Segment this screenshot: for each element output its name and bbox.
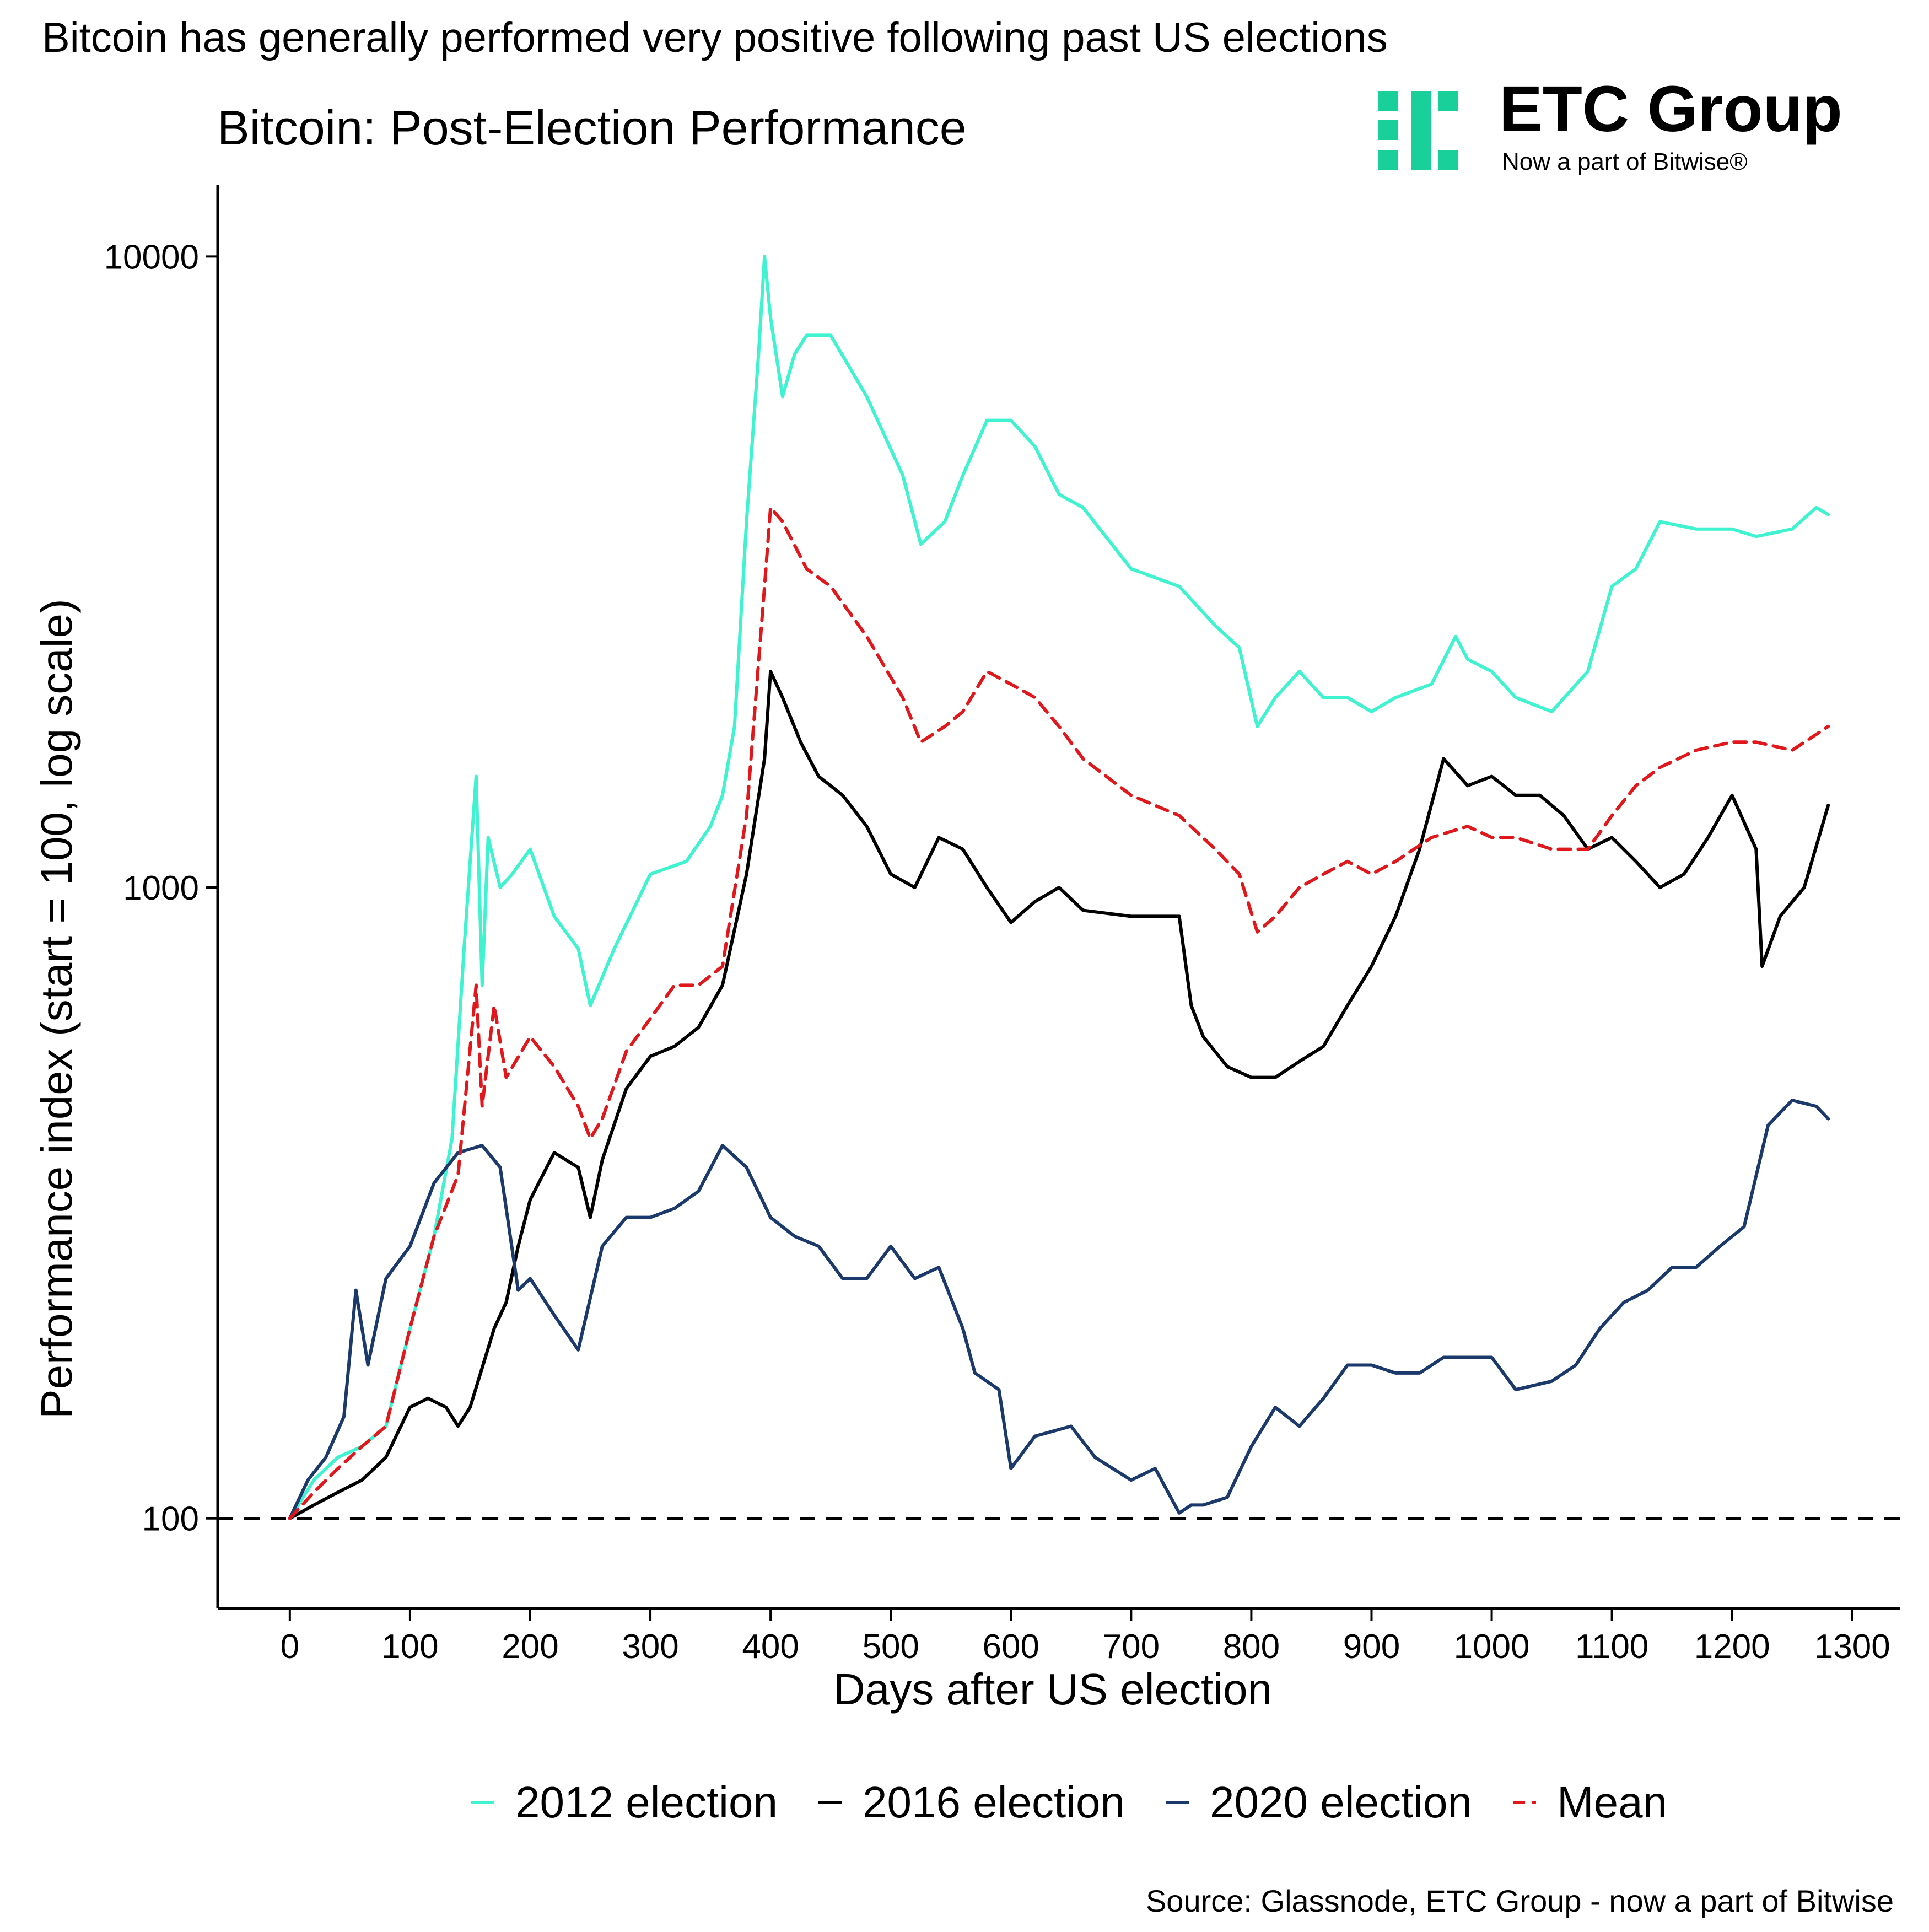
x-tick-label: 300 <box>622 1628 678 1666</box>
series-line-2020-election <box>288 1099 1830 1520</box>
x-tick-label: 400 <box>742 1628 799 1666</box>
legend-label-2020-election: 2020 election <box>1210 1778 1472 1827</box>
logo-tagline: Now a part of Bitwise® <box>1502 148 1748 175</box>
x-tick-label: 900 <box>1343 1628 1400 1666</box>
legend-label-2012-election: 2012 election <box>515 1778 778 1827</box>
series-line-mean <box>288 505 1830 1520</box>
x-ticks-group: 0 100 200 300 400 500 600 700 800 900 1000 1100 1200… <box>281 1608 1890 1666</box>
logo-name: ETC Group <box>1499 73 1842 146</box>
y-axis-label: Performance index (start = 100, log scal… <box>32 599 81 1418</box>
x-tick-label: 500 <box>862 1628 919 1666</box>
x-tick-label: 0 <box>281 1628 299 1666</box>
x-tick-label: 1300 <box>1814 1628 1890 1666</box>
x-tick-label: 600 <box>983 1628 1039 1666</box>
x-tick-label: 800 <box>1223 1628 1280 1666</box>
x-tick-label: 1100 <box>1575 1628 1648 1666</box>
legend: 2012 election 2016 election 2020 election M… <box>471 1778 1667 1827</box>
source-note: Source: Glassnode, ETC Group - now a par… <box>1146 1883 1894 1918</box>
x-tick-label: 700 <box>1103 1628 1160 1666</box>
series-line-2012-election <box>288 255 1830 1520</box>
y-tick-label: 100 <box>142 1500 199 1538</box>
legend-label-2016-election: 2016 election <box>863 1778 1125 1827</box>
page-headline: Bitcoin has generally performed very pos… <box>42 14 1388 61</box>
etc-group-logo: ETC Group Now a part of Bitwise® <box>1378 73 1842 175</box>
y-tick-label: 1000 <box>123 869 199 907</box>
etc-logo-mark <box>1378 91 1458 170</box>
chart-title: Bitcoin: Post-Election Performance <box>217 100 967 155</box>
series-group <box>288 255 1830 1520</box>
axes-group <box>216 185 1900 1610</box>
x-axis-label: Days after US election <box>833 1665 1272 1714</box>
legend-label-mean: Mean <box>1557 1778 1667 1827</box>
x-tick-label: 200 <box>502 1628 558 1666</box>
y-ticks-group: 100 1000 10000 <box>104 238 218 1538</box>
x-tick-label: 1000 <box>1454 1628 1530 1666</box>
x-tick-label: 100 <box>381 1628 438 1666</box>
x-tick-label: 1200 <box>1694 1628 1770 1666</box>
y-tick-label: 10000 <box>104 238 199 276</box>
